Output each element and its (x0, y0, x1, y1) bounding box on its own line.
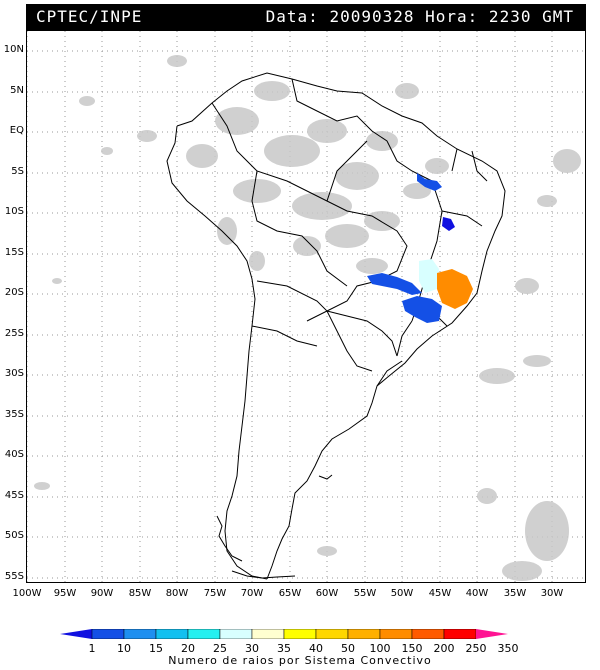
lon-label: 50W (390, 588, 414, 599)
lon-label: 45W (428, 588, 452, 599)
lat-label: 30S (4, 368, 24, 379)
colorbar-tick-label: 25 (213, 642, 227, 655)
lat-gridlines (27, 50, 585, 579)
colorbar-cell (219, 629, 253, 639)
colorbar-cell (155, 629, 189, 639)
system-bahia (442, 217, 455, 231)
colorbar-tick-label: 1 (88, 642, 96, 655)
colorbar-tick-label: 150 (401, 642, 423, 655)
lon-label: 95W (53, 588, 77, 599)
lat-label: 35S (4, 409, 24, 420)
lat-label: 15S (4, 247, 24, 258)
colorbar-tick-label: 200 (433, 642, 455, 655)
lon-label: 55W (353, 588, 377, 599)
lat-label: 10N (3, 44, 24, 55)
colorbar-tick-label: 35 (277, 642, 291, 655)
colorbar-cell (315, 629, 349, 639)
system-minas-light (419, 259, 439, 293)
colorbar-cell (347, 629, 381, 639)
cloud-cover (34, 55, 581, 581)
colorbar-tick-label: 30 (245, 642, 259, 655)
colorbar-tick-label: 10 (117, 642, 131, 655)
lon-label: 75W (203, 588, 227, 599)
lat-label: 5N (10, 85, 24, 96)
colorbar-cell (411, 629, 445, 639)
lon-label: 65W (278, 588, 302, 599)
lat-label: 45S (4, 490, 24, 501)
colorbar-cell (251, 629, 285, 639)
colorbar-tick-label: 250 (465, 642, 487, 655)
colorbar-cell (123, 629, 157, 639)
colorbar-end-left (60, 629, 92, 639)
lon-label: 85W (128, 588, 152, 599)
lat-label: 50S (4, 530, 24, 541)
lon-label: 100W (12, 588, 42, 599)
colorbar-cell (91, 629, 125, 639)
title-bar: CPTEC/INPE Data: 20090328 Hora: 2230 GMT (26, 4, 586, 30)
colorbar-end-right (476, 629, 508, 639)
colorbar-tick-label: 50 (341, 642, 355, 655)
lon-label: 90W (90, 588, 114, 599)
system-sao-paulo (402, 296, 442, 323)
lon-label: 35W (503, 588, 527, 599)
lat-label: EQ (9, 125, 24, 136)
lon-label: 40W (465, 588, 489, 599)
lat-label: 55S (4, 571, 24, 582)
lat-label: 5S (11, 166, 24, 177)
colorbar-tick-label: 15 (149, 642, 163, 655)
date-time-label: Data: 20090328 Hora: 2230 GMT (265, 7, 574, 26)
lon-label: 70W (240, 588, 264, 599)
colorbar-cell (379, 629, 413, 639)
map-panel[interactable] (26, 30, 586, 583)
colorbar-tick-label: 40 (309, 642, 323, 655)
colorbar-tick-label: 20 (181, 642, 195, 655)
lat-label: 10S (4, 206, 24, 217)
convective-systems (367, 173, 473, 323)
system-nordeste-north (417, 173, 442, 191)
southern-islands (216, 474, 333, 579)
colorbar-cell (443, 629, 477, 639)
lon-label: 60W (315, 588, 339, 599)
colorbar-cell (187, 629, 221, 639)
colorbar-title: Numero de raios por Sistema Convectivo (168, 654, 432, 667)
lon-label: 30W (540, 588, 564, 599)
system-minas-orange (437, 269, 473, 309)
lon-label: 80W (165, 588, 189, 599)
colorbar-tick-label: 350 (497, 642, 519, 655)
lon-gridlines (27, 31, 553, 582)
colorbar (60, 629, 508, 639)
source-label: CPTEC/INPE (36, 7, 143, 26)
lat-label: 20S (4, 287, 24, 298)
system-goias-band (367, 273, 422, 295)
colorbar-tick-label: 100 (369, 642, 391, 655)
colorbar-cell (283, 629, 317, 639)
coastline (166, 72, 506, 580)
lat-label: 25S (4, 328, 24, 339)
lat-label: 40S (4, 449, 24, 460)
